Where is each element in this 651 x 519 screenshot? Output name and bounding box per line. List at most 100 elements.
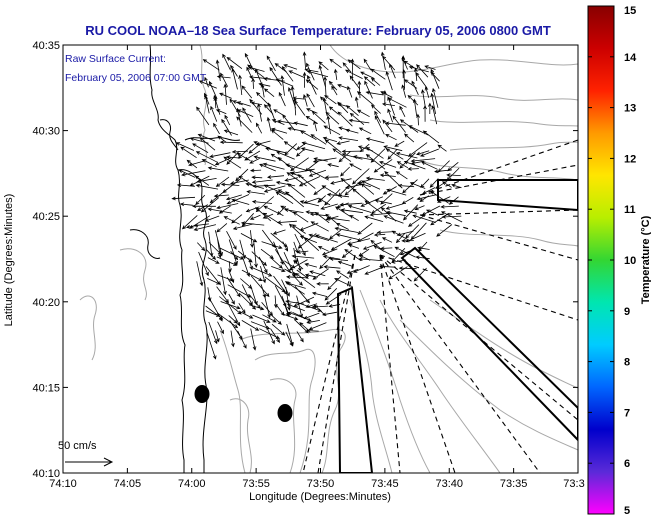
current-vector-arrow [353,155,374,161]
current-vector-arrow [246,190,265,195]
current-vector-arrow [289,171,304,179]
current-vector-arrow [299,322,309,331]
current-vector-arrow [192,204,216,209]
current-vector-arrow [341,153,363,160]
current-vector-arrow [236,152,251,161]
station-marker [277,404,293,422]
current-vector-arrow [325,293,342,305]
current-vector-arrow [270,257,283,269]
current-vector-arrow [385,148,404,160]
current-vector-arrow [312,157,337,164]
current-vector-arrow [430,92,436,115]
current-vector-arrow [171,196,196,201]
current-vector-arrow [387,96,395,116]
current-vector-arrow [197,204,209,211]
current-vector-arrow [326,192,350,198]
current-vector-arrow [236,107,242,127]
current-vector-arrow [263,77,285,82]
current-vector-arrow [262,162,285,170]
current-vector-arrow [323,125,341,136]
current-vector-arrow [329,58,342,69]
current-vector-arrow [329,229,342,240]
current-vector-arrow [285,331,293,347]
current-vector-arrow [176,183,195,188]
current-vector-arrow [358,257,383,262]
current-vector-arrow [270,129,284,140]
current-vector-arrow [198,80,217,89]
colorbar-label: Temperature (°C) [640,215,651,304]
current-vector-arrow [424,65,436,70]
current-vector-arrow [319,256,332,270]
current-vector-arrow [277,157,295,171]
current-vector-arrow [349,215,359,222]
current-vector-arrow [394,246,416,258]
current-vector-arrow [407,94,419,106]
current-vector-arrow [432,87,439,108]
current-vector-arrow [341,149,361,154]
current-vector-arrow [251,175,263,180]
current-vector-arrow [224,114,231,126]
current-vector-arrow [430,68,440,89]
current-vector-arrow [216,74,231,79]
current-vector-arrow [394,140,405,147]
colorbar-tick-label: 12 [624,153,636,165]
scale-arrow [65,457,114,467]
current-vector-arrow [440,204,459,209]
current-vector-arrow [213,94,221,115]
current-vector-arrow [440,211,463,223]
current-vector-arrow [306,70,329,78]
current-vector-arrow [365,90,384,96]
current-vector-arrow [317,246,329,252]
current-vector-arrow [373,232,386,237]
current-vector-arrow [213,122,220,135]
current-vector-arrow [285,299,304,305]
current-vector-arrow [387,149,398,160]
current-vector-arrow [275,180,296,187]
current-vector-arrow [331,85,338,96]
current-vector-arrow [195,183,219,190]
current-vector-arrow [320,203,338,210]
current-vector-arrow [315,234,338,243]
current-vector-arrow [270,328,281,343]
x-tick-label: 73:3 [563,478,584,490]
current-vector-arrow [423,105,427,122]
current-vector-arrow [262,314,277,323]
current-vector-arrow [264,295,271,319]
current-vector-arrow [250,328,257,351]
colorbar-tick-label: 14 [624,52,637,64]
current-vector-arrow [230,250,239,261]
current-vector-arrow [274,63,287,73]
current-vector-arrow [430,212,450,226]
current-vector-arrow [345,128,359,134]
current-vector-arrow [417,246,430,251]
current-vector-arrow [451,183,462,189]
current-vector-arrow [304,262,318,268]
current-vector-arrow [260,83,265,98]
current-vector-arrow [287,311,309,320]
current-vector-arrow [231,149,249,154]
y-tick-label: 40:10 [32,468,60,480]
station-marker [194,385,210,403]
current-vector-arrow [387,108,393,123]
current-vector-arrow [207,278,221,285]
current-vector-arrow [197,242,206,252]
current-vector-arrow [381,102,395,107]
current-vector-arrow [207,166,229,172]
current-vector-arrow [308,169,329,181]
current-vector-arrow [295,272,316,289]
current-vector-arrow [282,241,289,252]
current-vector-arrow [255,122,263,134]
current-vector-arrow [272,229,286,235]
coastline [129,45,241,473]
current-vector-arrow [276,151,295,160]
current-vector-arrow [391,230,408,240]
current-vector-arrow [270,153,282,161]
current-vector-arrow [283,64,298,70]
current-vector-arrow [285,191,305,208]
current-vector-arrow [318,61,329,71]
current-vector-arrow [240,221,265,226]
current-vector-arrow [370,77,381,86]
current-vector-arrow [328,80,338,91]
current-vector-arrow [307,74,317,95]
x-tick-label: 73:40 [435,478,463,490]
